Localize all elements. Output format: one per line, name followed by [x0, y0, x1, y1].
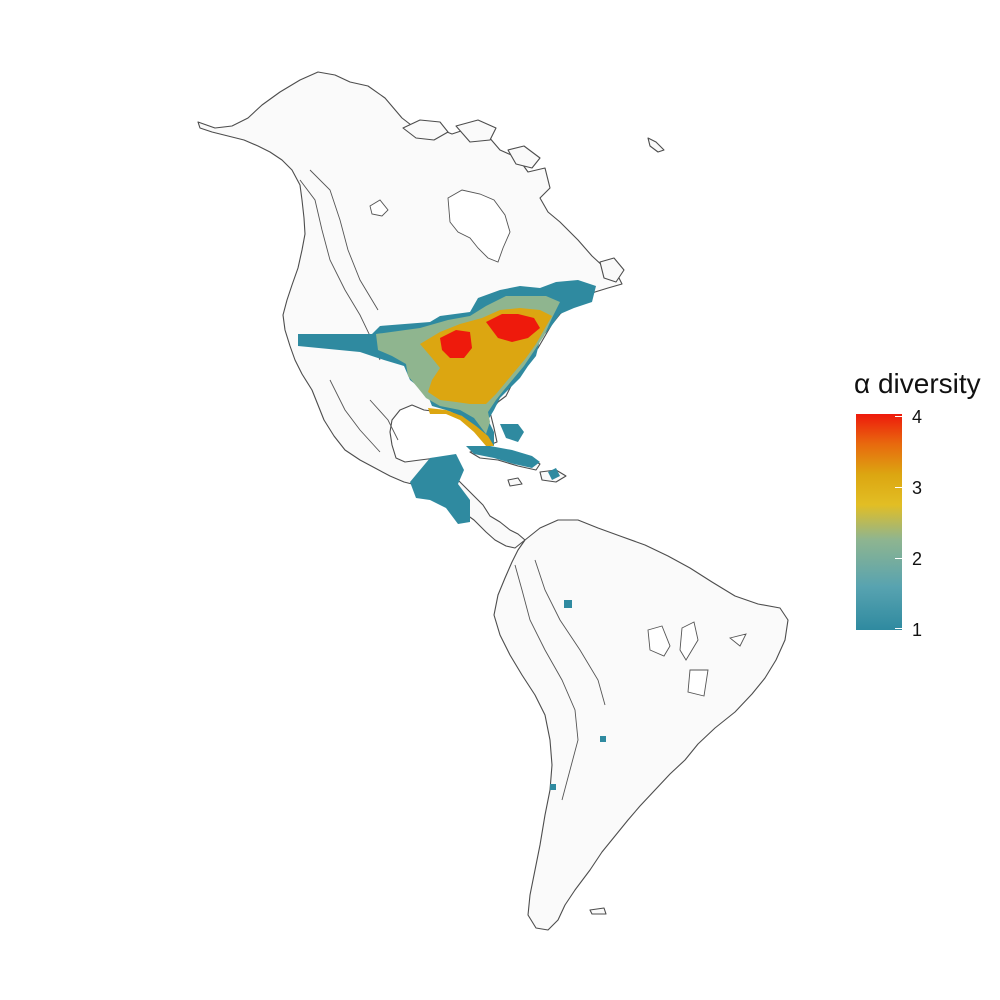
arctic-island — [507, 145, 541, 169]
legend-tick-mark — [895, 487, 902, 488]
arctic-island — [455, 119, 497, 143]
andes-outline — [514, 559, 606, 801]
lake — [647, 625, 671, 657]
lake — [729, 633, 747, 647]
legend-color-bar — [856, 414, 902, 630]
legend-tick-label: 2 — [912, 549, 923, 569]
legend-tick-mark — [895, 558, 902, 559]
legend-title: α diversity — [854, 368, 981, 399]
jamaica — [507, 477, 523, 487]
diversity-cell-region — [428, 408, 494, 446]
diversity-cell-region — [486, 314, 540, 342]
diversity-cell-region — [550, 784, 556, 790]
greenland-tip — [647, 137, 665, 153]
diversity-cell-region — [440, 330, 472, 358]
diversity-cell-region — [564, 600, 572, 608]
mexico-sierra-outline — [329, 379, 399, 453]
legend-tick-mark — [895, 416, 902, 417]
legend-tick-label: 1 — [912, 620, 923, 640]
arctic-island — [402, 119, 449, 141]
diversity-cell-region — [600, 736, 606, 742]
diversity-cell-region — [410, 454, 470, 524]
lake — [687, 669, 709, 697]
diversity-cell-region — [548, 468, 560, 480]
falkland-islands — [589, 907, 607, 915]
lake — [679, 621, 699, 661]
legend-tick-label: 4 — [912, 407, 923, 427]
legend-tick-mark — [895, 628, 902, 629]
hudson-bay — [447, 189, 511, 263]
south-america-landmass — [493, 519, 789, 931]
diversity-cell-region — [500, 424, 524, 442]
legend-tick-label: 3 — [912, 478, 923, 498]
lake — [369, 199, 389, 217]
newfoundland — [599, 257, 625, 283]
diversity-cell-region — [466, 446, 540, 468]
